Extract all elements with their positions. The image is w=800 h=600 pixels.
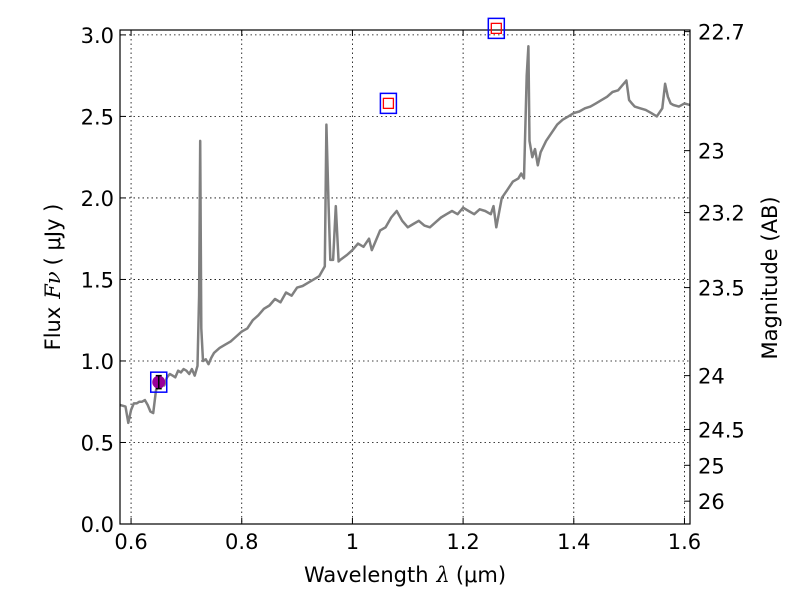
y2-tick-label-4: 24 — [698, 365, 725, 389]
y-tick-label-3: 1.5 — [81, 268, 114, 292]
y-tick-label-2: 1.0 — [81, 350, 114, 374]
photometry-point-2 — [487, 17, 506, 40]
x-axis-label: Wavelength λ (μm) — [304, 563, 506, 587]
y2-tick-label-6: 25 — [698, 454, 725, 478]
y2-tick-label-3: 23.5 — [698, 277, 745, 301]
y2-tick-label-0: 22.7 — [698, 21, 745, 45]
y-tick-label-5: 2.5 — [81, 105, 114, 129]
tick-layer: 0.6 0.8 1 1.2 1.4 1.6 0.0 0.5 1.0 1.5 2.0 2.5 3.0 22.… — [81, 21, 745, 554]
photometry-point-1 — [379, 92, 398, 115]
y2-tick-label-7: 26 — [698, 490, 725, 514]
plot-frame — [119, 29, 691, 525]
spectrum-line — [120, 45, 690, 425]
photometry-square-1 — [382, 97, 395, 110]
y2-axis-label: Magnitude (AB) — [758, 196, 782, 359]
x-tick-label-4: 1.4 — [557, 530, 590, 554]
photometry-point-0 — [149, 371, 168, 393]
grid-layer — [120, 30, 690, 525]
y2-tick-label-2: 23.2 — [698, 202, 745, 226]
y-tick-label-4: 2.0 — [81, 187, 114, 211]
photometry-box-1 — [379, 92, 398, 115]
photometry-square-2 — [490, 22, 502, 35]
y-axis-label: FluxFν( μJy ) — [41, 204, 65, 351]
x-tick-label-3: 1.2 — [446, 530, 479, 554]
data-layer — [120, 45, 690, 425]
y2-tick-label-1: 23 — [698, 140, 725, 164]
y-tick-label-1: 0.5 — [81, 431, 114, 455]
x-tick-label-0: 0.6 — [114, 530, 147, 554]
y-tick-label-0: 0.0 — [81, 513, 114, 537]
photometry-box-0 — [149, 371, 168, 393]
y2-tick-label-5: 24.5 — [698, 418, 745, 442]
x-tick-label-1: 0.8 — [225, 530, 258, 554]
x-tick-label-5: 1.6 — [668, 530, 701, 554]
marker-layer — [149, 17, 506, 393]
x-tick-label-2: 1 — [346, 530, 359, 554]
y-tick-label-6: 3.0 — [81, 24, 114, 48]
photometry-box-2 — [487, 17, 506, 40]
